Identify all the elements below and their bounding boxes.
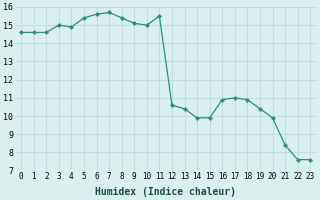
X-axis label: Humidex (Indice chaleur): Humidex (Indice chaleur) (95, 186, 236, 197)
